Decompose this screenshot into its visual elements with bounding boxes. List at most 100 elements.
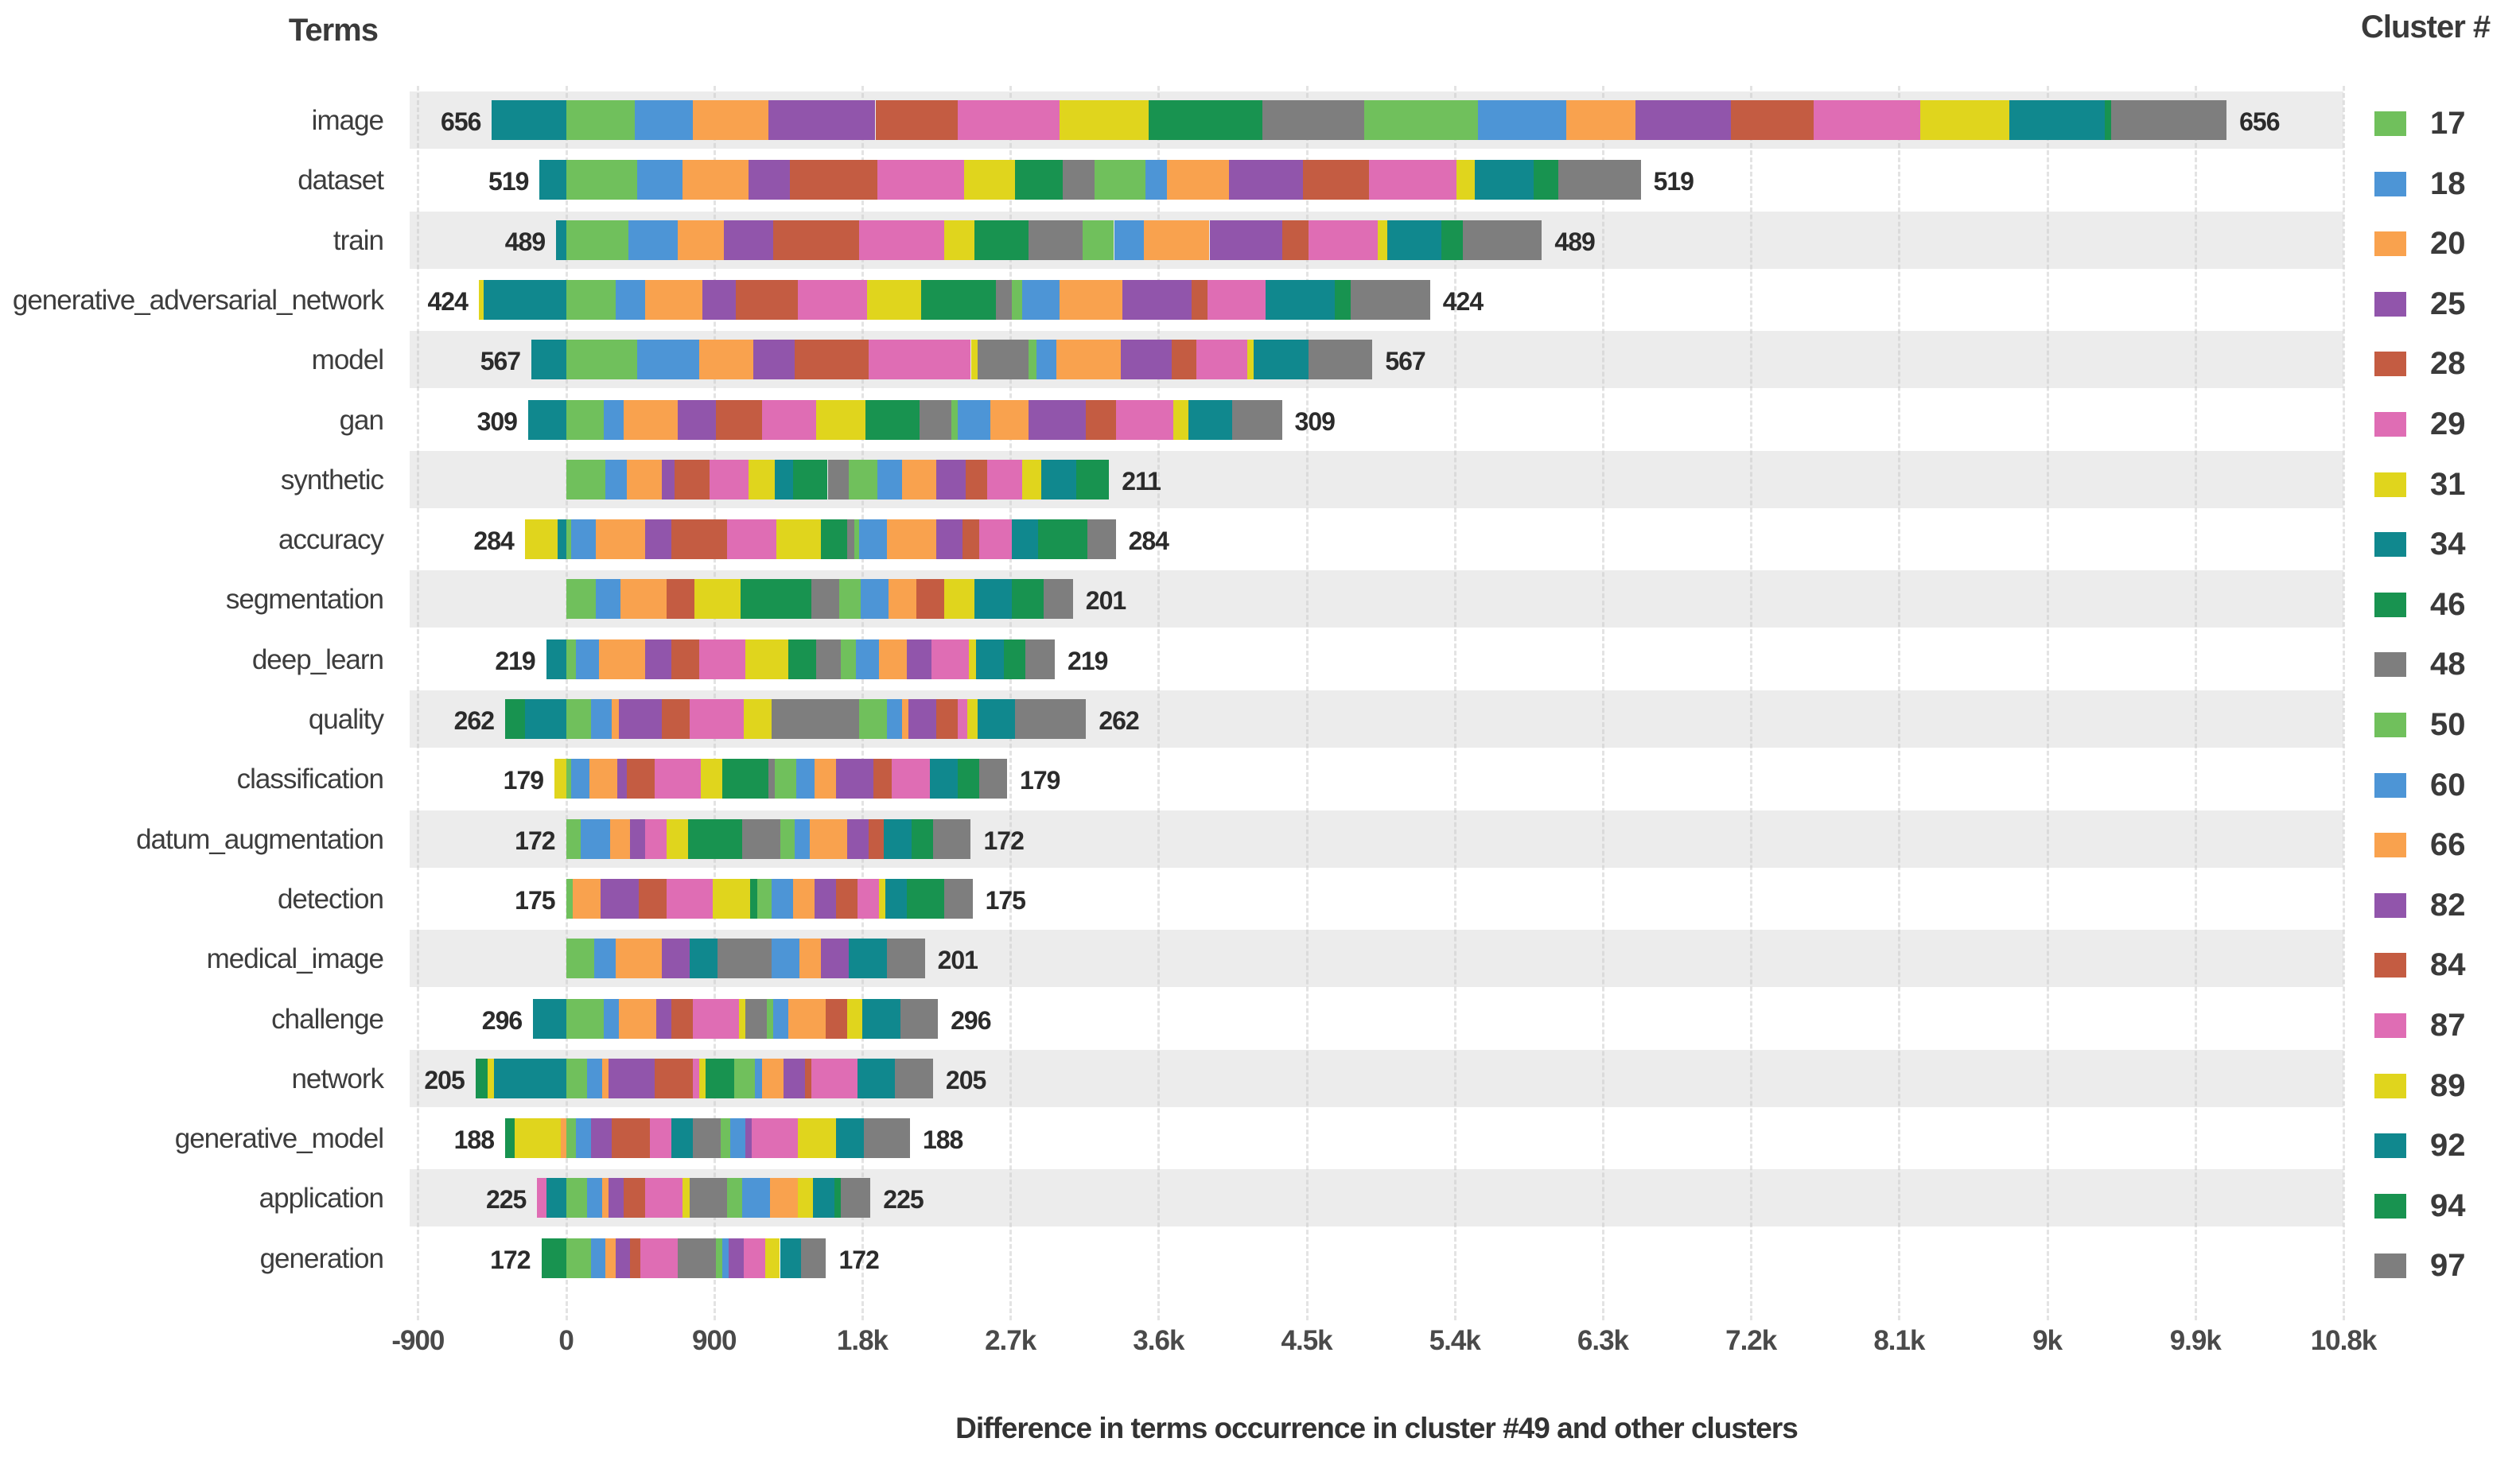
bar-segment[interactable] xyxy=(539,160,566,200)
bar-segment[interactable] xyxy=(861,998,900,1039)
bar-segment[interactable] xyxy=(604,399,624,440)
bar-segment[interactable] xyxy=(661,459,675,499)
bar-segment[interactable] xyxy=(598,639,645,679)
bar-segment[interactable] xyxy=(650,1118,671,1159)
bar-segment[interactable] xyxy=(764,1238,780,1278)
bar-segment[interactable] xyxy=(644,519,671,560)
bar-segment[interactable] xyxy=(689,939,718,979)
legend-entry[interactable]: 50 xyxy=(2374,707,2466,743)
bar-segment[interactable] xyxy=(566,1058,588,1098)
bar-segment[interactable] xyxy=(678,220,725,260)
bar-segment[interactable] xyxy=(1021,459,1042,499)
legend-entry[interactable]: 89 xyxy=(2374,1068,2466,1104)
bar-segment[interactable] xyxy=(857,878,879,919)
bar-segment[interactable] xyxy=(1122,279,1192,320)
bar-segment[interactable] xyxy=(488,1058,494,1098)
bar-segment[interactable] xyxy=(841,639,856,679)
bar-segment[interactable] xyxy=(957,100,1060,140)
bar-segment[interactable] xyxy=(745,639,788,679)
bar-segment[interactable] xyxy=(858,519,887,560)
bar-segment[interactable] xyxy=(753,340,795,380)
bar-segment[interactable] xyxy=(749,459,776,499)
bar-segment[interactable] xyxy=(1056,340,1121,380)
bar-segment[interactable] xyxy=(1120,340,1172,380)
bar-segment[interactable] xyxy=(1021,279,1060,320)
bar-segment[interactable] xyxy=(772,878,794,919)
bar-segment[interactable] xyxy=(780,818,795,859)
bar-segment[interactable] xyxy=(1363,100,1478,140)
bar-segment[interactable] xyxy=(1171,340,1196,380)
bar-segment[interactable] xyxy=(715,1238,723,1278)
bar-segment[interactable] xyxy=(478,279,484,320)
bar-segment[interactable] xyxy=(715,399,762,440)
bar-segment[interactable] xyxy=(1025,639,1056,679)
bar-segment[interactable] xyxy=(1015,160,1064,200)
bar-segment[interactable] xyxy=(990,399,1029,440)
bar-segment[interactable] xyxy=(493,1058,566,1098)
bar-segment[interactable] xyxy=(671,519,728,560)
bar-segment[interactable] xyxy=(1477,100,1567,140)
bar-segment[interactable] xyxy=(995,279,1013,320)
bar-segment[interactable] xyxy=(1731,100,1814,140)
bar-segment[interactable] xyxy=(721,1118,731,1159)
bar-segment[interactable] xyxy=(749,160,790,200)
legend-entry[interactable]: 28 xyxy=(2374,346,2466,382)
bar-segment[interactable] xyxy=(1308,340,1373,380)
bar-segment[interactable] xyxy=(977,699,1016,739)
bar-segment[interactable] xyxy=(524,519,558,560)
bar-segment[interactable] xyxy=(745,1118,752,1159)
bar-segment[interactable] xyxy=(788,998,826,1039)
bar-segment[interactable] xyxy=(590,1238,606,1278)
legend-entry[interactable]: 20 xyxy=(2374,226,2466,262)
bar-segment[interactable] xyxy=(678,1238,716,1278)
bar-segment[interactable] xyxy=(627,459,662,499)
bar-segment[interactable] xyxy=(556,220,566,260)
bar-segment[interactable] xyxy=(745,998,767,1039)
bar-segment[interactable] xyxy=(1196,340,1248,380)
bar-segment[interactable] xyxy=(566,818,581,859)
bar-segment[interactable] xyxy=(692,100,768,140)
bar-segment[interactable] xyxy=(636,160,683,200)
bar-segment[interactable] xyxy=(595,519,645,560)
bar-segment[interactable] xyxy=(524,699,566,739)
bar-segment[interactable] xyxy=(590,699,612,739)
bar-segment[interactable] xyxy=(655,1058,693,1098)
bar-segment[interactable] xyxy=(860,579,889,620)
bar-segment[interactable] xyxy=(908,699,937,739)
bar-segment[interactable] xyxy=(692,1118,721,1159)
bar-segment[interactable] xyxy=(566,639,576,679)
bar-segment[interactable] xyxy=(671,1118,693,1159)
bar-segment[interactable] xyxy=(566,160,637,200)
bar-segment[interactable] xyxy=(1012,579,1044,620)
bar-segment[interactable] xyxy=(618,998,657,1039)
bar-segment[interactable] xyxy=(816,399,866,440)
bar-segment[interactable] xyxy=(593,939,616,979)
bar-segment[interactable] xyxy=(2009,100,2105,140)
bar-segment[interactable] xyxy=(867,279,922,320)
bar-segment[interactable] xyxy=(1063,160,1095,200)
bar-segment[interactable] xyxy=(849,939,887,979)
bar-segment[interactable] xyxy=(932,818,971,859)
bar-segment[interactable] xyxy=(2105,100,2112,140)
bar-segment[interactable] xyxy=(566,100,636,140)
bar-segment[interactable] xyxy=(1041,459,1076,499)
bar-segment[interactable] xyxy=(773,220,859,260)
bar-segment[interactable] xyxy=(689,1178,728,1219)
bar-segment[interactable] xyxy=(623,399,679,440)
bar-segment[interactable] xyxy=(722,1238,729,1278)
bar-segment[interactable] xyxy=(1075,459,1110,499)
bar-segment[interactable] xyxy=(546,1178,566,1219)
legend-entry[interactable]: 18 xyxy=(2374,166,2466,202)
bar-segment[interactable] xyxy=(570,759,589,799)
bar-segment[interactable] xyxy=(727,1178,742,1219)
bar-segment[interactable] xyxy=(533,998,566,1039)
bar-segment[interactable] xyxy=(921,279,996,320)
bar-segment[interactable] xyxy=(615,1238,631,1278)
bar-segment[interactable] xyxy=(687,818,742,859)
bar-segment[interactable] xyxy=(1114,220,1144,260)
bar-segment[interactable] xyxy=(1334,279,1351,320)
bar-segment[interactable] xyxy=(929,759,958,799)
bar-segment[interactable] xyxy=(1143,220,1210,260)
bar-segment[interactable] xyxy=(906,878,945,919)
bar-segment[interactable] xyxy=(783,1058,805,1098)
